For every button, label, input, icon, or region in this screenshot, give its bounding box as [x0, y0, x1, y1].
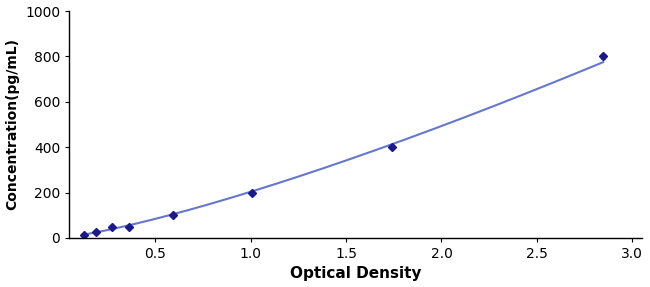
X-axis label: Optical Density: Optical Density — [290, 266, 421, 282]
Y-axis label: Concentration(pg/mL): Concentration(pg/mL) — [6, 38, 20, 210]
